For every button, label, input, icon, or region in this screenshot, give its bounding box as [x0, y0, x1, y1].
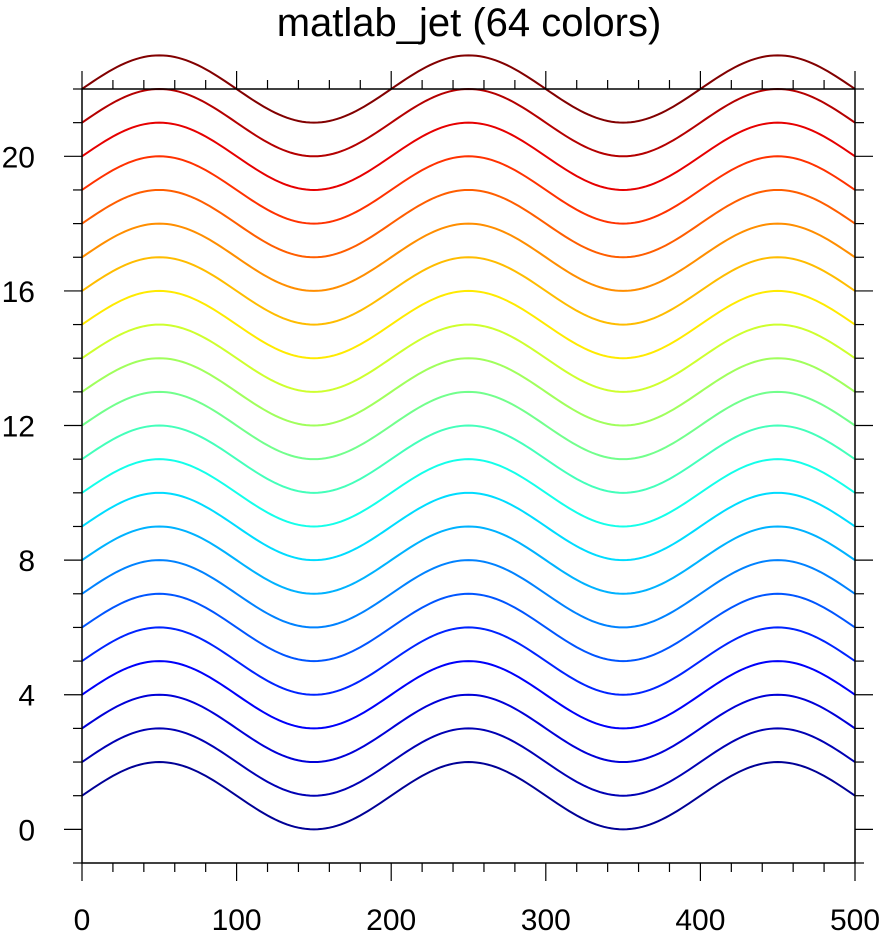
x-tick-label: 500 — [830, 904, 880, 935]
x-tick-label: 100 — [212, 904, 262, 935]
series-line-4 — [81, 626, 856, 696]
x-tick-label: 0 — [74, 904, 91, 935]
series-line-13 — [81, 323, 856, 393]
x-tick-label: 300 — [521, 904, 571, 935]
y-tick-label: 4 — [18, 680, 35, 713]
series-line-8 — [81, 491, 856, 562]
series-line-15 — [81, 256, 856, 326]
y-tick-label: 12 — [2, 411, 35, 444]
series-line-10 — [81, 424, 856, 494]
series-line-21 — [81, 54, 856, 124]
series-line-19 — [81, 121, 856, 191]
series-line-2 — [81, 693, 856, 764]
plot-frame — [81, 88, 856, 864]
y-tick-label: 20 — [2, 141, 35, 174]
series-line-9 — [81, 458, 856, 528]
series-line-1 — [81, 727, 856, 797]
series-line-17 — [81, 188, 856, 259]
series-line-5 — [81, 592, 856, 663]
chart-title: matlab_jet (64 colors) — [277, 1, 662, 45]
series-line-12 — [81, 357, 856, 427]
series-line-11 — [81, 390, 856, 461]
series-line-6 — [81, 559, 856, 629]
series-line-16 — [81, 222, 856, 292]
y-tick-label: 16 — [2, 276, 35, 309]
y-tick-label: 8 — [18, 545, 35, 578]
ticks-layer: 0 100 200 300 400 500 0 4 8 12 16 20 — [2, 71, 880, 935]
series-line-18 — [81, 155, 856, 225]
x-tick-label: 400 — [675, 904, 725, 935]
series-line-7 — [81, 525, 856, 595]
series-layer — [81, 54, 856, 831]
y-tick-label: 0 — [18, 814, 35, 847]
series-line-3 — [81, 660, 856, 730]
x-tick-label: 200 — [366, 904, 416, 935]
series-line-14 — [81, 289, 856, 360]
series-line-0 — [81, 761, 856, 831]
